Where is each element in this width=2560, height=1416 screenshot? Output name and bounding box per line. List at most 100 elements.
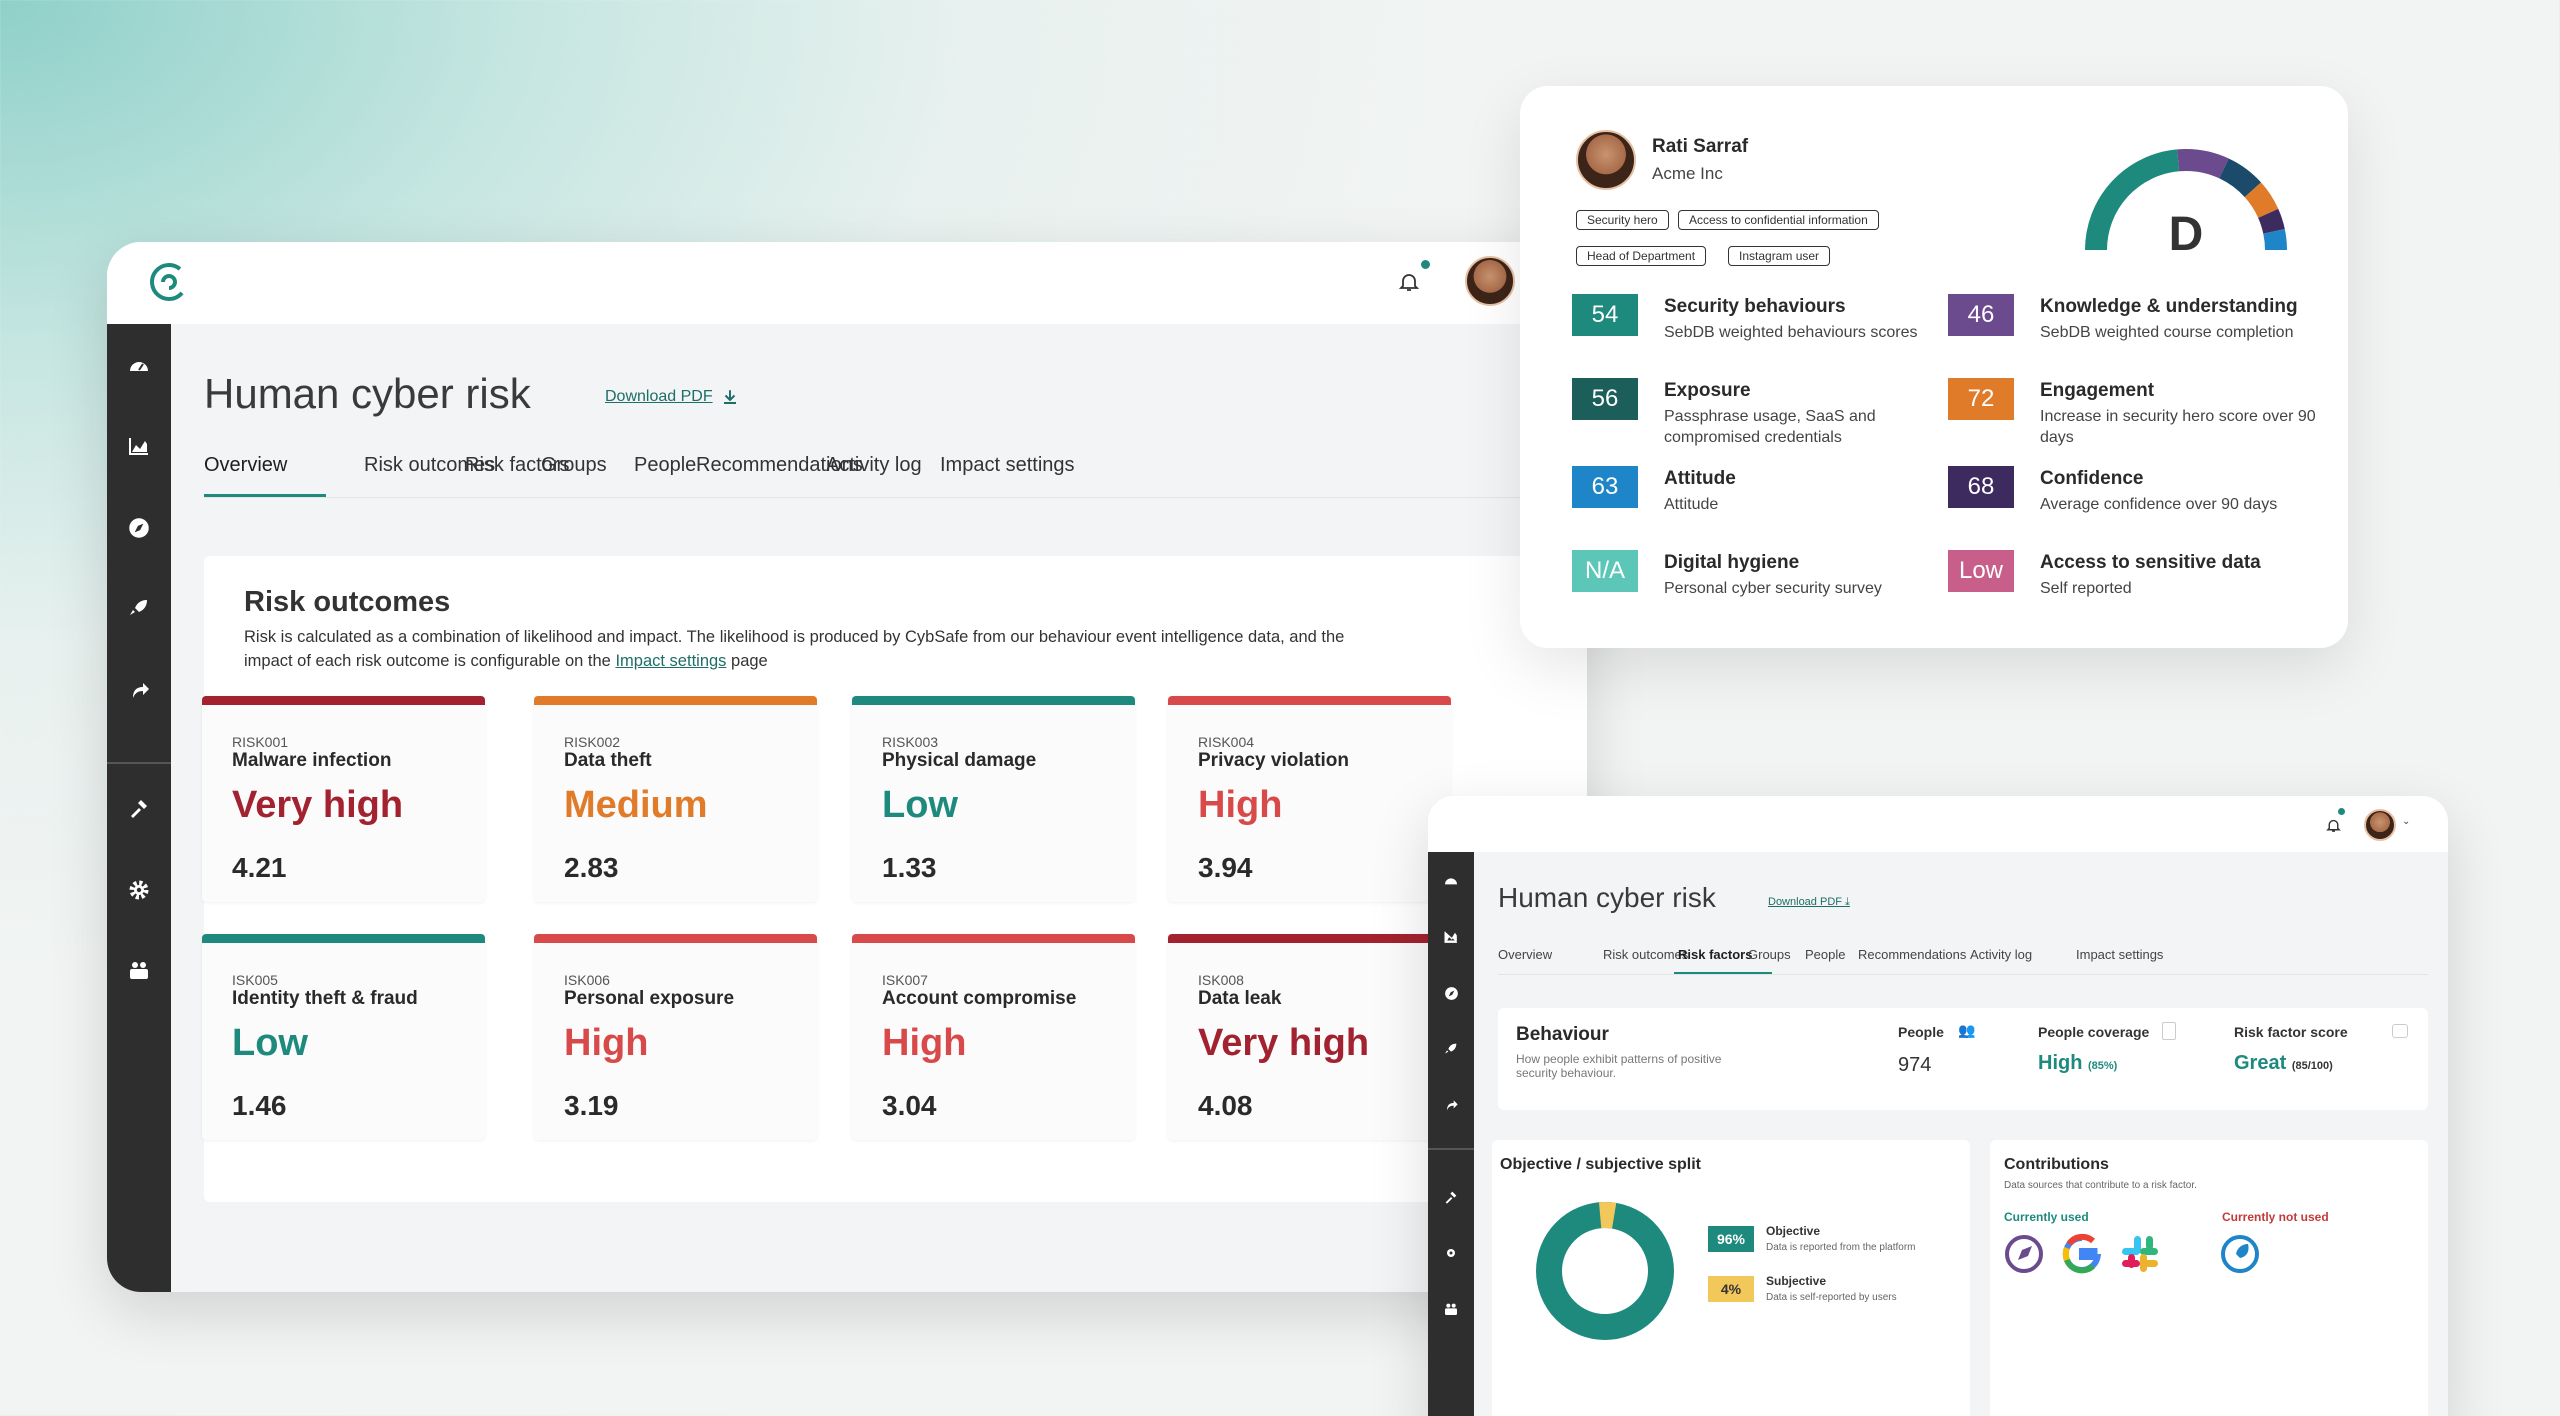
tools-icon[interactable] xyxy=(107,788,171,828)
tab-groups[interactable]: Groups xyxy=(541,454,607,476)
users-icon[interactable] xyxy=(1428,1294,1474,1324)
tab-risk-outcomes[interactable]: Risk outcomes xyxy=(364,454,496,476)
dashboard-icon[interactable] xyxy=(107,346,171,386)
tab-recommendations[interactable]: Recommendations xyxy=(696,454,863,476)
tab-risk-factors[interactable]: Risk factors xyxy=(1678,947,1753,962)
tab-impact-settings[interactable]: Impact settings xyxy=(940,454,1075,476)
rocket-icon[interactable] xyxy=(107,588,171,628)
metric-subtitle: SebDB weighted behaviours scores xyxy=(1664,324,1918,341)
phishing-tool-icon[interactable] xyxy=(2218,1232,2262,1276)
metric-subtitle: SebDB weighted course completion xyxy=(2040,324,2294,341)
impact-settings-link[interactable]: Impact settings xyxy=(615,652,727,670)
risk-name: Personal exposure xyxy=(564,988,735,1009)
metric-subtitle: Personal cyber security survey xyxy=(1664,580,1882,597)
tab-people[interactable]: People xyxy=(1805,947,1846,962)
sidebar-secondary xyxy=(1428,852,1474,1416)
risk-card[interactable]: RISK003 Physical damage Low 1.33 xyxy=(852,696,1135,902)
coverage-value: High (85%) xyxy=(2038,1052,2118,1074)
risk-card[interactable]: RISK004 Privacy violation High 3.94 xyxy=(1168,696,1451,902)
metric-score-badge: 68 xyxy=(1948,466,2014,508)
risk-id: RISK004 xyxy=(1198,734,1255,750)
risk-color-bar xyxy=(1168,934,1451,943)
risk-color-bar xyxy=(202,934,485,943)
risk-color-bar xyxy=(1168,696,1451,705)
rocket-icon[interactable] xyxy=(1428,1034,1474,1064)
analytics-icon[interactable] xyxy=(107,426,171,466)
gauge-segment xyxy=(2244,182,2279,219)
tab-recommendations[interactable]: Recommendations xyxy=(1858,947,1967,962)
notification-bell-icon[interactable] xyxy=(1387,260,1431,304)
avatar[interactable] xyxy=(2364,809,2396,841)
tab-risk-outcomes[interactable]: Risk outcomes xyxy=(1603,947,1689,962)
risk-level: Low xyxy=(882,784,958,826)
users-icon[interactable] xyxy=(107,950,171,990)
notification-bell-icon[interactable] xyxy=(2318,810,2348,840)
risk-outcomes-panel: Risk outcomes Risk is calculated as a co… xyxy=(202,556,1587,1202)
tab-groups[interactable]: Groups xyxy=(1748,947,1791,962)
cybsafe-source-icon[interactable] xyxy=(2002,1232,2046,1276)
tools-icon[interactable] xyxy=(1428,1182,1474,1212)
tab-impact-settings[interactable]: Impact settings xyxy=(2076,947,2164,962)
risk-card[interactable]: RISK002 Data theft Medium 2.83 xyxy=(534,696,817,902)
risk-card[interactable]: ISK006 Personal exposure High 3.19 xyxy=(534,934,817,1140)
risk-level: High xyxy=(564,1022,649,1064)
compass-icon[interactable] xyxy=(1428,978,1474,1008)
profile-company: Acme Inc xyxy=(1652,164,1723,183)
notification-dot xyxy=(1421,260,1430,269)
grade-letter: D xyxy=(2169,208,2204,261)
clipboard-icon xyxy=(2162,1022,2176,1040)
tab-overview[interactable]: Overview xyxy=(1498,947,1553,962)
dashboard-icon[interactable] xyxy=(1428,866,1474,896)
metric-score-badge: 56 xyxy=(1572,378,1638,420)
risk-color-bar xyxy=(852,696,1135,705)
tab-activity-log[interactable]: Activity log xyxy=(1970,947,2033,962)
risk-color-bar xyxy=(534,696,817,705)
section-title: Risk outcomes xyxy=(244,586,451,618)
tab-activity-log[interactable]: Activity log xyxy=(826,454,922,476)
download-pdf-link[interactable]: Download PDF xyxy=(605,388,739,406)
secondary-window: ⌄ Human cyber risk Download PDF ⤓ Overvi… xyxy=(1428,796,2448,1416)
objective-subjective-panel: Objective / subjective split 96% Objecti… xyxy=(1492,1140,1970,1416)
risk-score: 4.21 xyxy=(232,852,287,883)
grade-gauge: D xyxy=(2085,149,2287,261)
analytics-icon[interactable] xyxy=(1428,922,1474,952)
risk-id: ISK008 xyxy=(1198,972,1244,988)
cybsafe-logo-icon[interactable] xyxy=(147,260,191,304)
risk-score: 2.83 xyxy=(564,852,619,883)
risk-score: 3.04 xyxy=(882,1090,937,1121)
metric-title: Confidence xyxy=(2040,468,2144,489)
gear-icon[interactable] xyxy=(1428,1238,1474,1268)
chevron-down-icon[interactable]: ⌄ xyxy=(2402,816,2411,827)
risk-level: Medium xyxy=(564,784,708,826)
risk-score: 1.33 xyxy=(882,852,937,883)
share-arrow-icon[interactable] xyxy=(1428,1090,1474,1120)
risk-name: Data leak xyxy=(1198,988,1282,1009)
risk-card[interactable]: RISK001 Malware infection Very high 4.21 xyxy=(202,696,485,902)
tab-risk-factors[interactable]: Risk factors xyxy=(465,454,570,476)
download-pdf-link[interactable]: Download PDF ⤓ xyxy=(1768,896,1850,908)
description-line-1: Risk is calculated as a combination of l… xyxy=(244,628,1345,646)
metric-title: Security behaviours xyxy=(1664,296,1846,317)
avatar[interactable] xyxy=(1465,256,1515,306)
contributions-panel: Contributions Data sources that contribu… xyxy=(1990,1140,2428,1416)
risk-color-bar xyxy=(202,696,485,705)
risk-card[interactable]: ISK008 Data leak Very high 4.08 xyxy=(1168,934,1451,1140)
google-icon[interactable] xyxy=(2060,1232,2104,1276)
metric-subtitle: Attitude xyxy=(1664,496,1719,513)
profile-name: Rati Sarraf xyxy=(1652,136,1749,157)
slack-icon[interactable] xyxy=(2118,1232,2162,1276)
notification-dot xyxy=(2338,808,2345,815)
tab-overview[interactable]: Overview xyxy=(204,454,288,476)
risk-score: 3.19 xyxy=(564,1090,619,1121)
compass-icon[interactable] xyxy=(107,508,171,548)
risk-card[interactable]: ISK007 Account compromise High 3.04 xyxy=(852,934,1135,1140)
risk-level: High xyxy=(1198,784,1283,826)
risk-card[interactable]: ISK005 Identity theft & fraud Low 1.46 xyxy=(202,934,485,1140)
download-icon: ⤓ xyxy=(1845,896,1850,908)
metric-score-badge: 72 xyxy=(1948,378,2014,420)
risk-id: RISK001 xyxy=(232,734,289,750)
metric-subtitle: Increase in security hero score over 90 … xyxy=(2040,408,2316,446)
gear-icon[interactable] xyxy=(107,870,171,910)
share-arrow-icon[interactable] xyxy=(107,670,171,710)
tab-people[interactable]: People xyxy=(634,454,697,476)
